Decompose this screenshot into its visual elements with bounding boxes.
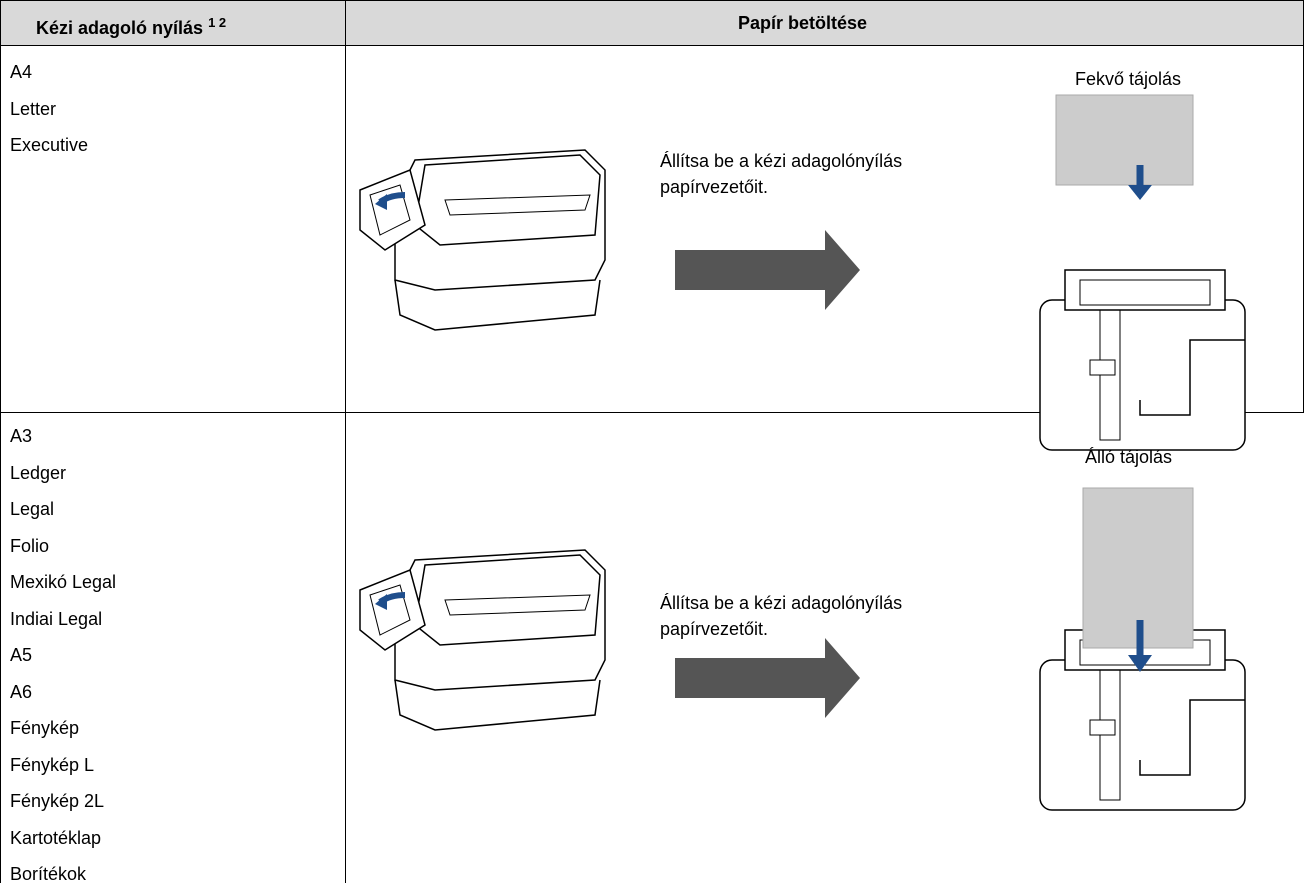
instruction-line: papírvezetőit.	[660, 177, 769, 197]
size-item: Fénykép	[10, 718, 80, 738]
size-item: Fénykép 2L	[10, 791, 105, 811]
instruction-line: papírvezetőit.	[660, 619, 769, 639]
header-cell: Kézi adagoló nyílás 1 2	[36, 12, 226, 39]
size-item: A3	[10, 426, 33, 446]
instruction-line: Állítsa be a kézi adagolónyílás	[660, 151, 903, 171]
size-item: Legal	[10, 499, 55, 519]
header-text: Papír betöltése	[738, 13, 868, 33]
orientation-label: Fekvő tájolás	[1075, 69, 1182, 89]
size-item: A4	[10, 62, 33, 82]
size-item: Ledger	[10, 462, 67, 483]
size-item: A5	[10, 645, 33, 665]
size-item: Letter	[10, 98, 57, 119]
size-item: Kartotéklap	[10, 827, 102, 848]
size-item: Folio	[10, 535, 50, 556]
size-item: Borítékok	[10, 864, 87, 884]
orientation-label: Álló tájolás	[1085, 447, 1173, 467]
footnote-refs: 1 2	[208, 15, 227, 30]
instruction-line: Állítsa be a kézi adagolónyílás	[660, 593, 903, 613]
size-item: Indiai Legal	[10, 608, 103, 629]
header-text: Kézi adagoló nyílás	[36, 18, 204, 38]
size-item: Fénykép L	[10, 754, 95, 775]
size-item: Executive	[10, 135, 89, 155]
size-item: Mexikó Legal	[10, 572, 117, 592]
size-item: A6	[10, 681, 33, 702]
